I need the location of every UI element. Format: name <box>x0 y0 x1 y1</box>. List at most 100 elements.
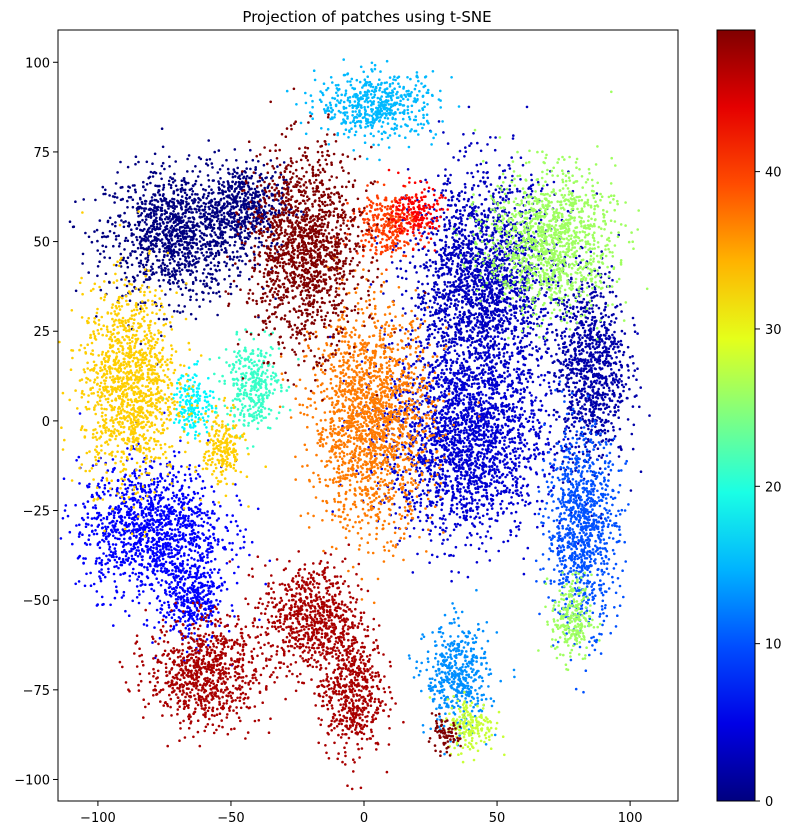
scatter-point <box>487 209 491 212</box>
scatter-point <box>217 251 221 255</box>
scatter-point <box>187 269 191 272</box>
scatter-point <box>95 315 98 318</box>
scatter-point <box>451 259 455 263</box>
scatter-point <box>476 315 479 319</box>
scatter-point <box>432 320 436 323</box>
scatter-point <box>501 250 504 254</box>
scatter-point <box>142 185 145 188</box>
scatter-point <box>218 188 221 191</box>
scatter-point <box>123 211 126 215</box>
scatter-point <box>582 361 586 365</box>
scatter-point <box>208 286 212 290</box>
scatter-point <box>597 391 600 395</box>
scatter-point <box>576 310 580 314</box>
scatter-point <box>422 263 426 266</box>
scatter-point <box>164 273 167 277</box>
scatter-point <box>459 212 462 216</box>
scatter-point <box>589 250 593 254</box>
scatter-point <box>622 350 626 354</box>
scatter-point <box>160 334 163 338</box>
scatter-point <box>224 264 228 268</box>
scatter-point <box>617 409 620 412</box>
scatter-point <box>603 431 607 435</box>
scatter-point <box>595 294 599 297</box>
scatter-point <box>181 234 184 238</box>
scatter-point <box>564 327 568 331</box>
scatter-point <box>572 367 575 371</box>
scatter-point <box>524 377 528 381</box>
scatter-point <box>159 197 162 201</box>
scatter-point <box>453 254 456 257</box>
scatter-point <box>190 199 194 202</box>
scatter-point <box>232 168 236 171</box>
scatter-point <box>610 438 613 442</box>
scatter-point <box>576 389 579 393</box>
scatter-point <box>503 275 507 278</box>
scatter-point <box>136 202 139 205</box>
scatter-point <box>585 351 589 354</box>
scatter-point <box>497 356 501 360</box>
scatter-point <box>242 181 246 185</box>
scatter-point <box>580 287 584 291</box>
scatter-point <box>547 323 551 327</box>
scatter-point <box>144 239 147 243</box>
scatter-point <box>173 215 177 219</box>
scatter-point <box>136 274 139 277</box>
scatter-point <box>217 290 221 294</box>
scatter-point <box>233 244 236 247</box>
scatter-point <box>587 364 591 368</box>
scatter-point <box>433 322 437 326</box>
scatter-point <box>463 209 467 212</box>
scatter-point <box>217 186 221 189</box>
scatter-point <box>548 472 551 476</box>
scatter-point <box>197 201 200 204</box>
scatter-point <box>582 368 586 371</box>
scatter-point <box>446 142 450 145</box>
scatter-point <box>602 386 606 390</box>
scatter-point <box>529 193 533 196</box>
scatter-point <box>445 285 449 288</box>
scatter-point <box>509 278 512 282</box>
scatter-point <box>183 188 187 192</box>
scatter-point <box>176 193 180 197</box>
scatter-point <box>222 217 226 221</box>
scatter-point <box>375 242 379 245</box>
scatter-point <box>218 182 221 186</box>
scatter-point <box>104 245 108 249</box>
scatter-point <box>193 200 196 204</box>
scatter-point <box>145 182 149 186</box>
scatter-point <box>420 308 423 311</box>
scatter-point <box>574 318 577 321</box>
scatter-point <box>158 216 162 219</box>
scatter-point <box>177 285 180 288</box>
scatter-point <box>445 228 448 232</box>
scatter-point <box>436 291 440 294</box>
scatter-point <box>462 242 465 246</box>
scatter-point <box>484 273 487 276</box>
scatter-point <box>597 306 601 310</box>
scatter-point <box>459 209 462 212</box>
scatter-point <box>463 257 466 260</box>
scatter-point <box>128 186 132 189</box>
scatter-point <box>248 176 251 180</box>
scatter-point <box>228 268 231 272</box>
scatter-point <box>162 278 165 282</box>
scatter-point <box>269 212 273 216</box>
scatter-point <box>223 215 226 218</box>
scatter-point <box>175 250 179 254</box>
scatter-point <box>183 224 187 227</box>
scatter-point <box>276 165 279 168</box>
scatter-point <box>529 214 533 217</box>
scatter-point <box>207 292 210 295</box>
scatter-point <box>486 171 489 174</box>
scatter-point <box>636 367 639 371</box>
scatter-point <box>206 194 210 198</box>
scatter-point <box>202 298 205 301</box>
scatter-point <box>501 324 504 328</box>
scatter-point <box>552 445 556 448</box>
scatter-point <box>213 277 217 281</box>
scatter-point <box>196 193 199 196</box>
scatter-point <box>216 209 219 212</box>
scatter-point <box>409 239 412 242</box>
